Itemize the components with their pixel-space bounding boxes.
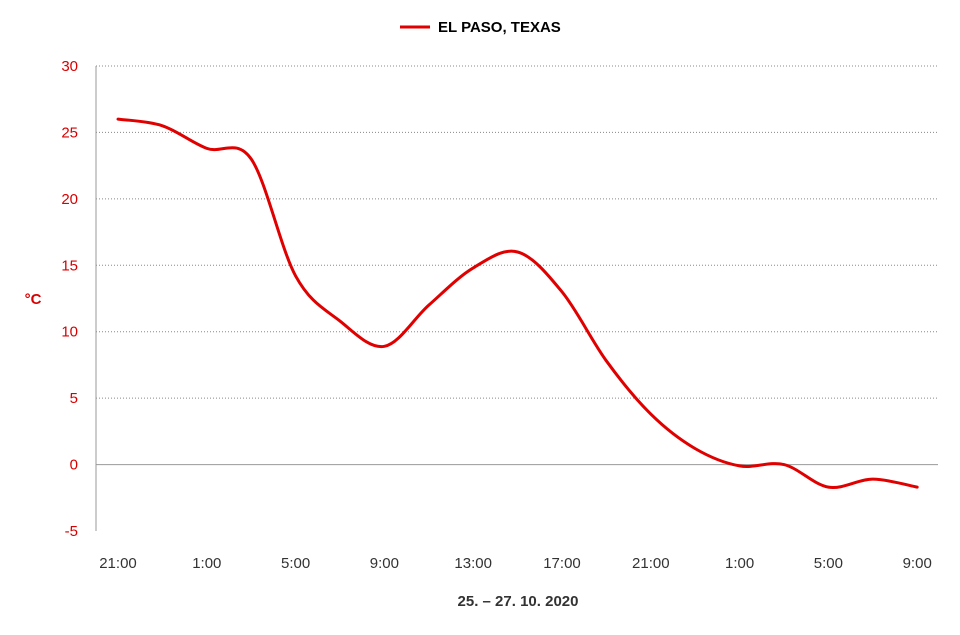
x-tick-label: 17:00 bbox=[543, 555, 581, 572]
y-tick-label: 0 bbox=[70, 457, 78, 474]
x-tick-label: 1:00 bbox=[725, 555, 754, 572]
y-tick-label: 5 bbox=[70, 390, 78, 407]
x-tick-label: 5:00 bbox=[281, 555, 310, 572]
x-tick-label: 13:00 bbox=[454, 555, 492, 572]
gridlines bbox=[96, 65, 938, 466]
y-tick-label: 10 bbox=[61, 324, 78, 341]
x-tick-label: 21:00 bbox=[99, 555, 137, 572]
x-tick-label: 5:00 bbox=[814, 555, 843, 572]
y-tick-label: 25 bbox=[61, 124, 78, 141]
x-tick-label: 9:00 bbox=[370, 555, 399, 572]
legend-label: EL PASO, TEXAS bbox=[438, 19, 561, 36]
y-axis-label: °C bbox=[25, 291, 42, 308]
x-tick-labels: 21:00 1:00 5:00 9:00 13:00 17:00 21:00 1:00 5:00… bbox=[99, 555, 932, 572]
y-tick-label: 20 bbox=[61, 191, 78, 208]
y-tick-label: 30 bbox=[61, 58, 78, 75]
y-tick-label: 15 bbox=[61, 257, 78, 274]
y-tick-labels: 30 25 20 15 10 5 0 -5 bbox=[61, 58, 78, 540]
x-axis-label: 25. – 27. 10. 2020 bbox=[458, 593, 579, 610]
series-line-el-paso bbox=[116, 117, 919, 490]
x-tick-label: 9:00 bbox=[903, 555, 932, 572]
legend: EL PASO, TEXAS bbox=[400, 19, 561, 36]
y-tick-label: -5 bbox=[65, 523, 78, 540]
x-tick-label: 1:00 bbox=[192, 555, 221, 572]
x-tick-label: 21:00 bbox=[632, 555, 670, 572]
